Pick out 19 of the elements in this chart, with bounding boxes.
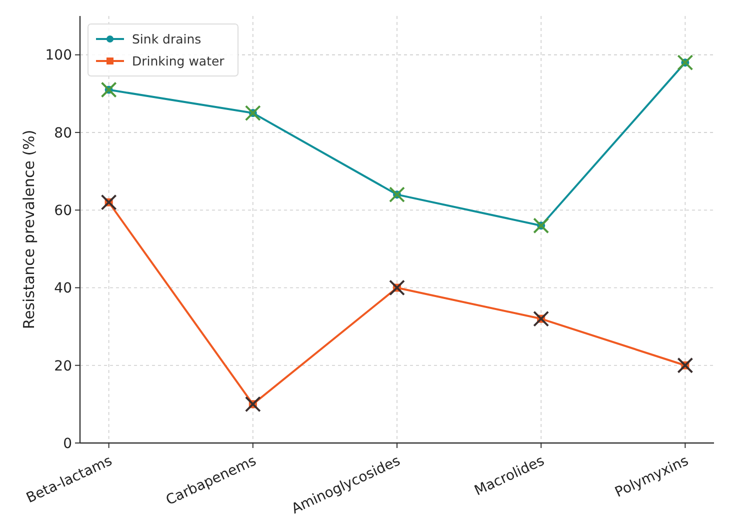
point [389,186,405,203]
point [677,357,694,374]
y-tick-label: 20 [54,358,72,374]
point [244,105,261,122]
point [100,82,117,98]
point [533,218,550,234]
point [677,54,694,71]
point [100,194,117,210]
point [389,280,405,296]
y-tick-label: 100 [45,48,72,64]
y-axis-title: Resistance prevalence (%) [20,130,38,330]
point [533,310,550,327]
legend-label: Drinking water [132,53,226,68]
point [244,396,261,412]
legend-label: Sink drains [132,31,202,46]
y-tick-label: 0 [63,436,72,452]
y-tick-label: 40 [54,280,72,297]
y-tick-label: 60 [54,202,72,219]
y-tick-label: 80 [54,125,72,142]
